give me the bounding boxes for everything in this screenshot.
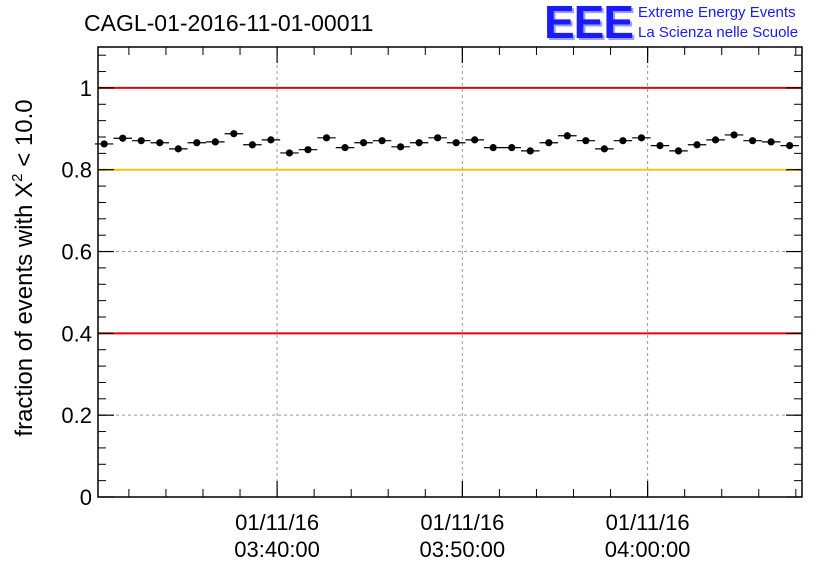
x-tick-time-label: 04:00:00 [605,537,691,562]
data-point [174,145,182,153]
data-point [100,140,108,148]
data-point [378,137,386,145]
data-point [415,139,423,147]
data-point [471,136,479,144]
data-point [748,137,757,145]
reference-lines [98,86,802,335]
logo-line-2: La Scienza nelle Scuole [638,24,799,41]
data-point [545,139,553,147]
y-tick-label: 1 [80,76,92,101]
data-point [211,138,219,146]
data-point [452,139,460,147]
y-tick-label: 0.4 [61,321,92,346]
data-point [193,139,201,147]
data-point [359,139,368,147]
x-tick-date-label: 01/11/16 [606,510,690,535]
data-point [619,137,627,145]
x-tick-time-label: 03:50:00 [420,537,506,562]
data-point [304,146,312,154]
data-point [248,141,256,149]
data-point [489,144,497,152]
y-tick-label: 0.8 [61,158,92,183]
eee-logo: EEE Extreme Energy Events La Scienza nel… [544,0,834,48]
data-point [674,147,683,155]
y-axis-label: fraction of events with X2 < 10.0 [9,99,38,436]
data-point [656,141,664,150]
data-point [137,137,145,145]
data-point [563,132,571,140]
data-point [341,144,349,152]
data-point [396,143,405,151]
data-point [156,139,164,147]
data-point [693,141,701,149]
data-point [600,145,608,153]
data-point [285,149,294,157]
logo-line-1: Extreme Energy Events [638,4,796,21]
tick-labels: 00.20.40.60.8101/11/1603:40:0001/11/1603… [61,76,690,562]
eee-logo-mark: EEE [544,0,634,48]
data-point [230,130,238,138]
data-point [434,134,442,142]
data-point [582,137,590,145]
data-point [786,141,794,150]
data-point [267,136,275,144]
y-tick-label: 0 [80,485,92,510]
y-tick-label: 0.6 [61,240,92,265]
x-tick-date-label: 01/11/16 [420,510,504,535]
y-axis-label-superscript: 2 [9,173,26,181]
axis-ticks [98,47,802,498]
data-point [767,138,775,146]
data-point [711,136,720,144]
y-tick-label: 0.2 [61,403,92,428]
y-axis-label-tail: < 10.0 [11,99,38,173]
data-point [637,134,646,142]
data-point [322,134,331,142]
grid-layer [98,47,802,497]
x-tick-time-label: 03:40:00 [234,537,320,562]
run-title: CAGL-01-2016-11-01-00011 [84,10,374,36]
y-axis-label-main: fraction of events with X [11,182,38,437]
data-points [94,130,799,157]
data-point [526,147,534,155]
data-point [730,131,738,139]
x-tick-date-label: 01/11/16 [235,510,319,535]
plot-frame [97,46,803,498]
data-point [119,134,127,142]
data-point [508,144,516,152]
